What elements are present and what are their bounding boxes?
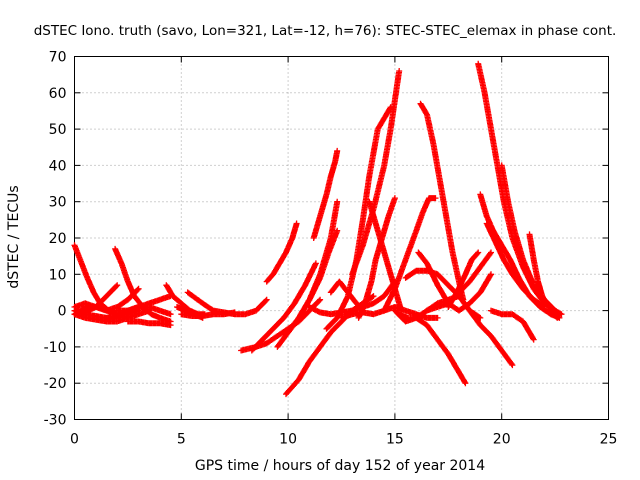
- series-markers: [526, 231, 561, 321]
- y-tick-label: 30: [49, 195, 67, 211]
- y-tick-label: 50: [49, 122, 67, 138]
- series-markers: [310, 147, 341, 241]
- y-tick-label: 70: [49, 50, 67, 66]
- series-20: [310, 147, 341, 241]
- series-markers: [285, 227, 341, 336]
- series-34: [396, 311, 469, 387]
- y-tick-label: 10: [49, 267, 67, 283]
- series-markers: [114, 293, 174, 314]
- x-tick-label: 15: [386, 432, 404, 448]
- y-axis-label: dSTEC / TECUs: [6, 185, 22, 288]
- series-32: [417, 100, 467, 303]
- series-36: [445, 249, 482, 310]
- series-15: [263, 220, 300, 285]
- axis-ticks: 0 5 10 15 20 25 -30 -20 -10 0 10 20 30 40 50 60 70: [44, 50, 618, 448]
- x-tick-label: 5: [177, 432, 186, 448]
- series-37: [466, 307, 516, 369]
- y-tick-label: 40: [49, 158, 67, 174]
- x-tick-label: 20: [493, 432, 511, 448]
- series-markers: [263, 220, 300, 285]
- series-markers: [124, 318, 174, 329]
- series-33: [415, 249, 494, 314]
- x-tick-label: 10: [279, 432, 297, 448]
- series-markers: [488, 307, 537, 343]
- series-14: [178, 309, 238, 319]
- series-29: [381, 195, 439, 314]
- x-axis-label: GPS time / hours of day 152 of year 2014: [195, 458, 485, 474]
- series-10: [124, 318, 174, 329]
- y-tick-label: 0: [58, 304, 67, 320]
- series-markers: [466, 307, 516, 369]
- series-markers: [248, 260, 319, 354]
- series-markers: [417, 100, 467, 303]
- series-markers: [327, 278, 366, 314]
- y-tick-label: 60: [49, 86, 67, 102]
- series-19: [285, 227, 341, 336]
- series-5: [71, 307, 153, 325]
- series-43: [488, 307, 537, 343]
- series-markers: [415, 249, 494, 314]
- series-41: [483, 220, 548, 310]
- series-markers: [445, 249, 482, 310]
- x-tick-label: 0: [70, 432, 79, 448]
- chart-title: dSTEC Iono. truth (savo, Lon=321, Lat=-1…: [34, 23, 617, 39]
- series-17: [248, 260, 319, 354]
- series-42: [526, 231, 561, 321]
- series-markers: [483, 220, 548, 310]
- y-tick-label: 20: [49, 231, 67, 247]
- series-markers: [381, 195, 439, 314]
- series-markers: [71, 307, 153, 325]
- y-tick-label: -10: [44, 340, 67, 356]
- y-tick-label: -20: [44, 376, 67, 392]
- series-markers: [396, 311, 469, 387]
- data-points: [71, 60, 565, 398]
- series-9: [114, 293, 174, 314]
- x-tick-label: 25: [600, 432, 618, 448]
- series-24: [327, 278, 366, 314]
- y-tick-label: -30: [44, 413, 67, 429]
- series-markers: [178, 309, 238, 319]
